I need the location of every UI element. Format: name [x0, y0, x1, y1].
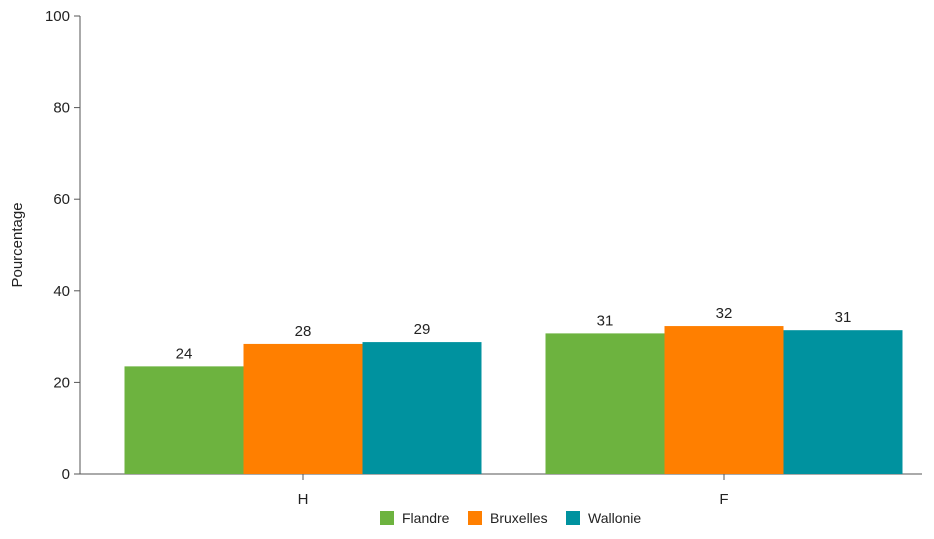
y-tick-label: 100 — [45, 8, 70, 25]
y-axis-ticks: 0 20 40 60 80 100 — [45, 8, 80, 483]
data-label: 24 — [176, 345, 193, 362]
legend-label-flandre: Flandre — [402, 510, 450, 526]
y-tick-label: 0 — [62, 466, 70, 483]
bar-wallonie-f — [783, 330, 903, 474]
legend-label-bruxelles: Bruxelles — [490, 510, 548, 526]
data-label: 31 — [597, 312, 614, 329]
legend-swatch-flandre — [380, 511, 394, 525]
legend-label-wallonie: Wallonie — [588, 510, 641, 526]
legend-swatch-wallonie — [566, 511, 580, 525]
bar-bruxelles-h — [243, 343, 363, 474]
y-axis-title: Pourcentage — [9, 202, 26, 287]
data-labels-group: 24 31 28 32 29 31 — [176, 305, 852, 362]
bar-wallonie-h — [362, 342, 482, 474]
bar-bruxelles-f — [664, 326, 784, 474]
data-label: 31 — [835, 309, 852, 326]
x-tick-label: F — [719, 491, 728, 508]
data-label: 29 — [414, 321, 431, 338]
legend: Flandre Bruxelles Wallonie — [380, 510, 641, 526]
legend-swatch-bruxelles — [468, 511, 482, 525]
data-label: 28 — [295, 323, 312, 340]
bar-flandre-h — [124, 366, 244, 474]
bars-group — [124, 326, 903, 474]
y-tick-label: 20 — [53, 374, 70, 391]
data-label: 32 — [716, 305, 733, 322]
bar-flandre-f — [545, 333, 665, 474]
y-tick-label: 80 — [53, 100, 70, 117]
y-tick-label: 40 — [53, 283, 70, 300]
x-tick-label: H — [298, 491, 309, 508]
y-tick-label: 60 — [53, 191, 70, 208]
